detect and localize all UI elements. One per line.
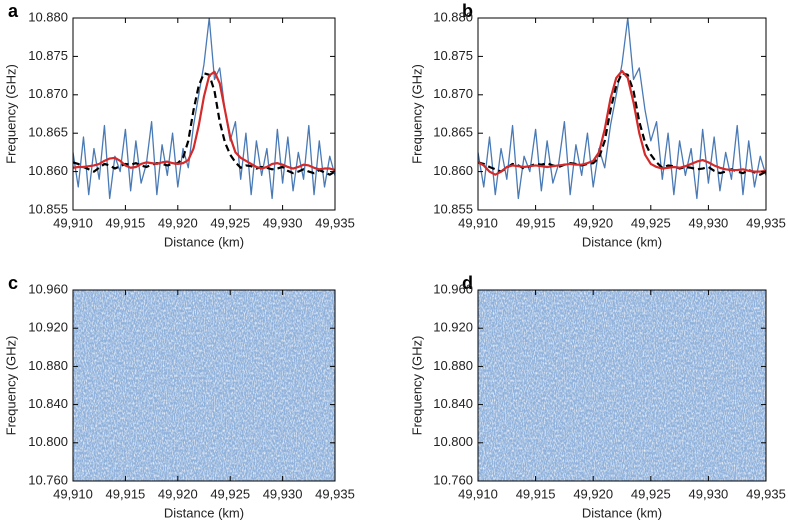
y-tick-label: 10.760: [433, 472, 473, 487]
y-tick-label: 10.860: [28, 163, 68, 178]
x-axis-label: Distance (km): [164, 505, 244, 520]
y-tick-label: 10.865: [433, 125, 473, 140]
y-tick-label: 10.865: [28, 125, 68, 140]
x-tick-label: 49,915: [516, 486, 556, 501]
y-tick-label: 10.880: [433, 358, 473, 373]
x-tick-label: 49,915: [106, 215, 146, 230]
y-axis-label: Frequency (GHz): [3, 64, 18, 164]
series-line: [73, 70, 335, 172]
plot-frame: [72, 17, 336, 211]
y-tick-label: 10.840: [28, 396, 68, 411]
x-tick-label: 49,930: [689, 486, 729, 501]
x-tick-label: 49,910: [458, 486, 498, 501]
y-tick-label: 10.880: [433, 9, 473, 24]
heatmap-speckle-light: [478, 290, 766, 481]
y-tick-label: 10.800: [433, 434, 473, 449]
x-tick-label: 49,935: [315, 215, 355, 230]
x-axis-label: Distance (km): [582, 505, 662, 520]
series-line: [478, 18, 766, 200]
y-axis-label: Frequency (GHz): [409, 64, 424, 164]
x-tick-label: 49,920: [573, 486, 613, 501]
panel: b 49,910 49,915 49,920 49,925 49,930 49,935 10.…: [409, 1, 785, 250]
x-tick-label: 49,935: [746, 486, 786, 501]
y-tick-label: 10.870: [433, 86, 473, 101]
x-axis-label: Distance (km): [164, 234, 244, 249]
panel-letter: d: [462, 273, 473, 293]
y-axis-label: Frequency (GHz): [3, 336, 18, 436]
x-tick-label: 49,915: [106, 486, 146, 501]
y-tick-label: 10.920: [28, 320, 68, 335]
x-tick-label: 49,910: [53, 486, 93, 501]
x-tick-label: 49,925: [210, 486, 250, 501]
y-tick-label: 10.840: [433, 396, 473, 411]
y-tick-label: 10.960: [433, 281, 473, 296]
x-tick-label: 49,915: [516, 215, 556, 230]
x-tick-label: 49,920: [158, 486, 198, 501]
x-tick-label: 49,920: [158, 215, 198, 230]
panel: d 49,910 49,915 49,920 49,925 49,930 49,935 10.…: [409, 273, 785, 521]
y-tick-label: 10.870: [28, 86, 68, 101]
x-axis-label: Distance (km): [582, 234, 662, 249]
y-tick-label: 10.860: [433, 163, 473, 178]
x-tick-label: 49,910: [458, 215, 498, 230]
x-tick-label: 49,930: [263, 215, 303, 230]
plot-frame: [477, 289, 767, 482]
y-axis-label: Frequency (GHz): [409, 336, 424, 436]
y-tick-label: 10.855: [433, 201, 473, 216]
y-tick-label: 10.880: [28, 9, 68, 24]
y-tick-label: 10.800: [28, 434, 68, 449]
panel-letter: b: [462, 1, 473, 21]
y-tick-label: 10.875: [28, 48, 68, 63]
x-tick-label: 49,925: [631, 486, 671, 501]
plot-frame: [72, 289, 336, 482]
x-tick-label: 49,930: [263, 486, 303, 501]
panel-letter: c: [8, 273, 18, 293]
x-tick-label: 49,920: [573, 215, 613, 230]
y-tick-label: 10.960: [28, 281, 68, 296]
panel: c 49,910 49,915 49,920 49,925 49,930 49,935 10.…: [3, 273, 354, 521]
panel-letter: a: [8, 1, 19, 21]
y-tick-label: 10.760: [28, 472, 68, 487]
series-line: [73, 18, 335, 200]
series-line: [478, 69, 766, 176]
x-tick-label: 49,935: [746, 215, 786, 230]
x-tick-label: 49,930: [689, 215, 729, 230]
y-tick-label: 10.855: [28, 201, 68, 216]
y-tick-label: 10.875: [433, 48, 473, 63]
plot-frame: [477, 17, 767, 211]
series-line: [73, 72, 335, 176]
y-tick-label: 10.920: [433, 320, 473, 335]
panel: a 49,910 49,915 49,920 49,925 49,930 49,935 10.…: [3, 1, 354, 250]
heatmap-speckle-light: [73, 290, 335, 481]
x-tick-label: 49,925: [210, 215, 250, 230]
y-tick-label: 10.880: [28, 358, 68, 373]
x-tick-label: 49,935: [315, 486, 355, 501]
x-tick-label: 49,910: [53, 215, 93, 230]
series-line: [478, 72, 766, 176]
x-tick-label: 49,925: [631, 215, 671, 230]
